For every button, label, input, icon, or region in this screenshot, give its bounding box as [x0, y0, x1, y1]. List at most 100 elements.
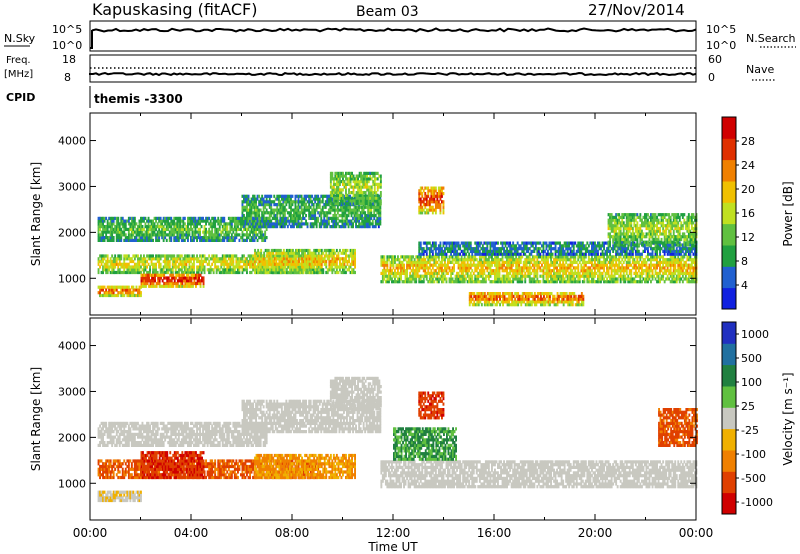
- range-gate-cell: [129, 227, 132, 231]
- range-gate-cell: [229, 230, 232, 234]
- range-gate-cell: [193, 279, 196, 283]
- range-gate-cell: [412, 274, 415, 278]
- range-gate-cell: [332, 259, 335, 264]
- range-gate-cell: [569, 258, 572, 262]
- range-gate-cell: [106, 225, 109, 229]
- range-gate-cell: [293, 251, 296, 255]
- range-gate-cell: [612, 274, 615, 278]
- range-gate-cell: [258, 222, 261, 226]
- range-gate-cell: [309, 254, 312, 258]
- range-gate-cell: [601, 263, 604, 267]
- range-gate-cell: [282, 248, 285, 253]
- range-gate-cell: [190, 225, 192, 229]
- range-gate-cell: [425, 263, 428, 267]
- range-gate-cell: [203, 230, 206, 234]
- range-gate-cell: [603, 280, 605, 284]
- range-gate-cell: [214, 230, 217, 234]
- range-gate-cell: [191, 254, 194, 258]
- range-gate-cell: [112, 216, 115, 220]
- range-gate-cell: [311, 257, 314, 261]
- range-gate-cell: [497, 263, 499, 267]
- range-gate-cell: [246, 205, 248, 209]
- range-gate-cell: [412, 277, 415, 281]
- range-gate-cell: [103, 254, 106, 258]
- range-gate-cell: [358, 174, 361, 178]
- range-gate-cell: [545, 258, 548, 262]
- range-gate-cell: [350, 214, 353, 218]
- range-gate-cell: [187, 284, 190, 288]
- range-gate-cell: [337, 171, 340, 175]
- range-gate-cell: [456, 271, 458, 275]
- range-gate-cell: [349, 208, 351, 212]
- range-gate-cell: [217, 238, 220, 242]
- range-gate-cell: [279, 216, 282, 220]
- range-gate-cell: [412, 266, 415, 270]
- range-gate-cell: [534, 280, 537, 284]
- range-gate-cell: [324, 200, 327, 204]
- range-gate-cell: [481, 271, 484, 275]
- range-gate-cell: [121, 230, 124, 234]
- range-gate-cell: [305, 194, 307, 198]
- range-gate-cell: [154, 279, 156, 283]
- range-gate-cell: [412, 263, 415, 267]
- range-gate-cell: [121, 288, 124, 292]
- range-gate-cell: [607, 274, 610, 278]
- range-gate-cell: [170, 227, 173, 231]
- range-gate-cell: [267, 259, 270, 264]
- range-gate-cell: [123, 233, 126, 237]
- range-gate-cell: [328, 262, 331, 266]
- range-gate-cell: [138, 268, 141, 272]
- range-gate-cell: [656, 280, 658, 284]
- range-gate-cell: [307, 262, 309, 266]
- range-gate-cell: [109, 262, 112, 266]
- range-gate-cell: [444, 255, 446, 259]
- range-gate-cell: [466, 258, 469, 262]
- range-gate-cell: [112, 238, 115, 242]
- range-gate-cell: [174, 225, 177, 229]
- range-gate-cell: [386, 263, 389, 267]
- range-gate-cell: [178, 279, 181, 283]
- range-gate-cell: [609, 258, 611, 262]
- range-gate-cell: [255, 214, 257, 218]
- range-gate-cell: [124, 270, 127, 275]
- range-gate-cell: [539, 260, 542, 264]
- range-gate-cell: [115, 293, 118, 298]
- range-gate-cell: [369, 174, 372, 178]
- range-gate-cell: [214, 222, 217, 226]
- range-gate-cell: [441, 274, 443, 278]
- range-gate-cell: [114, 265, 117, 269]
- range-gate-cell: [381, 255, 384, 259]
- range-gate-cell: [341, 222, 344, 226]
- range-gate-cell: [634, 269, 637, 273]
- range-gate-cell: [349, 185, 352, 189]
- range-gate-cell: [494, 280, 496, 284]
- range-gate-cell: [639, 271, 642, 275]
- range-gate-cell: [252, 262, 254, 266]
- range-gate-cell: [403, 266, 405, 270]
- range-gate-cell: [394, 274, 396, 278]
- range-gate-cell: [115, 238, 118, 242]
- range-gate-cell: [200, 257, 203, 261]
- range-gate-cell: [282, 200, 285, 204]
- range-gate-cell: [108, 288, 111, 292]
- range-gate-cell: [130, 268, 133, 272]
- range-gate-cell: [117, 222, 120, 226]
- range-gate-cell: [530, 258, 533, 262]
- range-gate-cell: [524, 260, 527, 264]
- range-gate-cell: [379, 182, 382, 186]
- range-gate-cell: [311, 259, 314, 264]
- range-gate-cell: [320, 208, 323, 212]
- range-gate-cell: [395, 266, 398, 270]
- range-gate-cell: [176, 225, 179, 229]
- range-gate-cell: [278, 262, 281, 266]
- range-gate-cell: [285, 259, 288, 264]
- range-gate-cell: [187, 225, 189, 229]
- range-gate-cell: [376, 219, 379, 223]
- range-gate-cell: [364, 177, 367, 181]
- range-gate-cell: [233, 238, 236, 242]
- range-gate-cell: [433, 263, 436, 267]
- range-gate-cell: [660, 274, 663, 278]
- range-gate-cell: [218, 222, 221, 226]
- range-gate-cell: [584, 269, 587, 273]
- range-gate-cell: [290, 268, 293, 272]
